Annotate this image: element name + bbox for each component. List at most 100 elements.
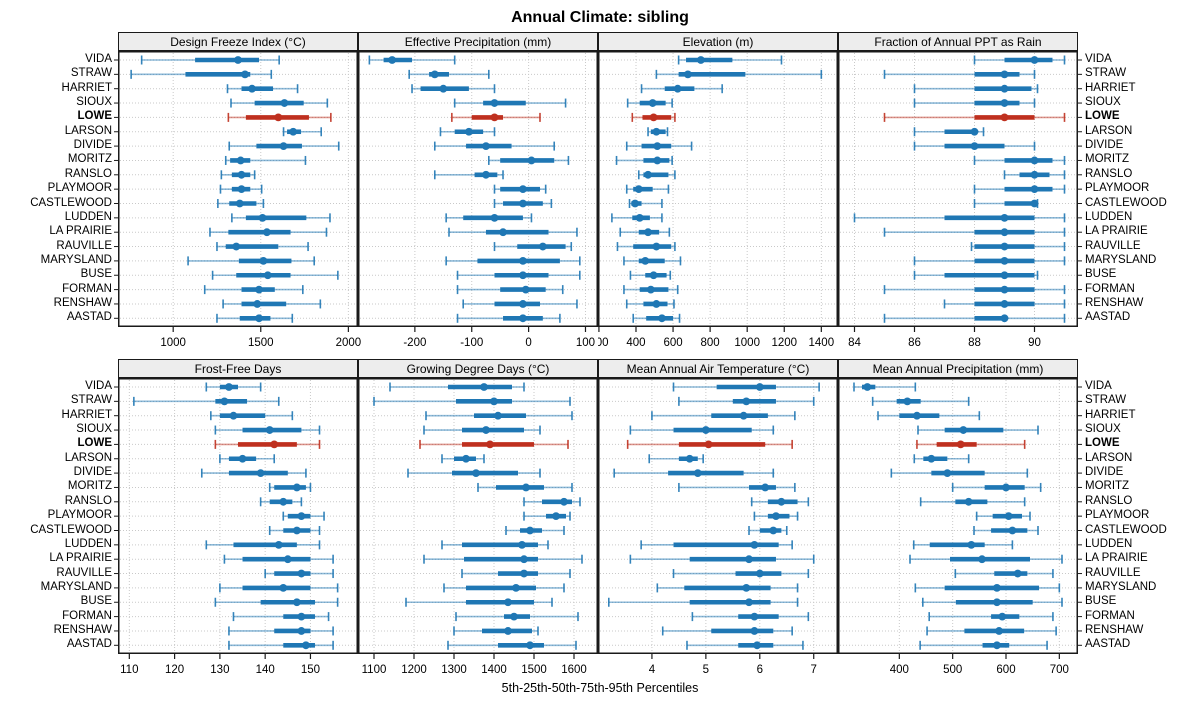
tick-label: 1200 (771, 337, 797, 349)
station-label-buse-right: BUSE (1085, 595, 1117, 608)
lattice-row-top: VIDA STRAW HARRIET SIOUX LOWE LARSON DIVIDE MOR… (0, 32, 1200, 353)
tick-label: 200 (598, 337, 609, 349)
plot-mean-annual-air-temperature-c: 4 5 6 7 (598, 378, 838, 676)
panel-frost-free-days: Frost-Free Days 110 120 130 140 150 (114, 359, 358, 680)
station-label-larson-right: LARSON (1085, 124, 1133, 137)
station-label-marysland-left: MARYSLAND (40, 580, 112, 593)
strip-elevation-m: Elevation (m) (598, 32, 838, 51)
station-label-la-prairie-left: LA PRAIRIE (49, 552, 112, 565)
tick-label: 1200 (401, 664, 427, 676)
tick-label: 4 (649, 664, 656, 676)
station-label-rauville-left: RAUVILLE (56, 566, 112, 579)
tick-label: 86 (908, 337, 921, 349)
station-label-castlewood-left: CASTLEWOOD (30, 196, 112, 209)
panel-elevation-m: Elevation (m) 200 400 600 800 1000 1200 1400 (598, 32, 838, 353)
plot-elevation-m: 200 400 600 800 1000 1200 1400 (598, 51, 838, 349)
station-label-vida-left: VIDA (85, 380, 112, 392)
tick-label: 110 (120, 664, 138, 676)
station-label-larson-right: LARSON (1085, 451, 1133, 464)
station-label-vida-right: VIDA (1085, 380, 1112, 392)
station-label-renshaw-right: RENSHAW (1085, 296, 1144, 309)
panel-growing-degree-days-c: Growing Degree Days (°C) 1100 1200 1300 1400… (358, 359, 598, 680)
station-label-aastad-right: AASTAD (1085, 311, 1131, 324)
station-label-divide-left: DIVIDE (73, 139, 112, 152)
station-label-aastad-left: AASTAD (66, 311, 112, 324)
station-labels-right: VIDA STRAW HARRIET SIOUX LOWE LARSON DIVIDE MOR… (1078, 359, 1190, 659)
station-label-harriet-left: HARRIET (61, 408, 112, 421)
tick-label: 7 (811, 664, 817, 676)
strip-effective-precipitation-mm: Effective Precipitation (mm) (358, 32, 598, 51)
station-label-straw-right: STRAW (1085, 67, 1127, 80)
station-label-forman-right: FORMAN (1085, 609, 1135, 622)
tick-label: 0 (525, 337, 531, 349)
tick-label: 1300 (441, 664, 467, 676)
station-label-rauville-right: RAUVILLE (1085, 239, 1141, 252)
tick-label: 1500 (248, 337, 274, 349)
station-label-moritz-right: MORITZ (1085, 480, 1130, 493)
station-label-sioux-right: SIOUX (1085, 96, 1121, 109)
footer-label: 5th-25th-50th-75th-95th Percentiles (501, 681, 699, 695)
station-label-castlewood-left: CASTLEWOOD (30, 523, 112, 536)
station-label-forman-left: FORMAN (62, 609, 112, 622)
station-label-straw-left: STRAW (70, 67, 112, 80)
station-label-marysland-right: MARYSLAND (1085, 580, 1157, 593)
tick-label: 1400 (809, 337, 835, 349)
tick-label: 5 (703, 664, 709, 676)
tick-label: 700 (1050, 664, 1069, 676)
station-label-playmoor-left: PLAYMOOR (47, 509, 112, 522)
tick-label: 2000 (336, 337, 362, 349)
tick-label: 90 (1028, 337, 1041, 349)
station-label-ranslo-left: RANSLO (64, 167, 112, 180)
station-label-straw-right: STRAW (1085, 394, 1127, 407)
station-label-playmoor-right: PLAYMOOR (1085, 182, 1150, 195)
station-label-renshaw-left: RENSHAW (53, 623, 112, 636)
station-label-harriet-left: HARRIET (61, 81, 112, 94)
station-label-lowe-right: LOWE (1085, 110, 1120, 123)
station-label-vida-left: VIDA (85, 53, 112, 65)
tick-label: 1600 (561, 664, 587, 676)
tick-label: 84 (848, 337, 861, 349)
station-label-castlewood-right: CASTLEWOOD (1085, 196, 1167, 209)
station-labels-left: VIDA STRAW HARRIET SIOUX LOWE LARSON DIVIDE MOR… (0, 32, 118, 332)
tick-label: 500 (943, 664, 962, 676)
station-label-divide-left: DIVIDE (73, 466, 112, 479)
tick-label: 120 (165, 664, 184, 676)
station-label-la-prairie-right: LA PRAIRIE (1085, 552, 1148, 565)
station-label-sioux-left: SIOUX (76, 96, 112, 109)
station-label-buse-left: BUSE (80, 268, 112, 281)
station-label-ludden-left: LUDDEN (64, 537, 112, 550)
plot-frost-free-days: 110 120 130 140 150 (114, 378, 358, 676)
station-label-renshaw-right: RENSHAW (1085, 623, 1144, 636)
station-label-buse-left: BUSE (80, 595, 112, 608)
tick-label: -100 (460, 337, 483, 349)
plot-fraction-of-annual-ppt-as-rain: 84 86 88 90 (838, 51, 1082, 349)
station-label-rauville-left: RAUVILLE (56, 239, 112, 252)
strip-growing-degree-days-c: Growing Degree Days (°C) (358, 359, 598, 378)
station-label-aastad-right: AASTAD (1085, 638, 1131, 651)
station-label-la-prairie-right: LA PRAIRIE (1085, 225, 1148, 238)
station-label-larson-left: LARSON (64, 451, 112, 464)
station-label-harriet-right: HARRIET (1085, 81, 1136, 94)
station-label-divide-right: DIVIDE (1085, 139, 1124, 152)
station-label-rauville-right: RAUVILLE (1085, 566, 1141, 579)
station-label-castlewood-right: CASTLEWOOD (1085, 523, 1167, 536)
tick-label: 400 (626, 337, 645, 349)
station-label-harriet-right: HARRIET (1085, 408, 1136, 421)
station-label-playmoor-left: PLAYMOOR (47, 182, 112, 195)
station-label-ranslo-left: RANSLO (64, 494, 112, 507)
station-labels-right: VIDA STRAW HARRIET SIOUX LOWE LARSON DIVIDE MOR… (1078, 32, 1190, 332)
station-label-divide-right: DIVIDE (1085, 466, 1124, 479)
panel-effective-precipitation-mm: Effective Precipitation (mm) -200 -100 0 100 (358, 32, 598, 353)
strip-mean-annual-air-temperature-c: Mean Annual Air Temperature (°C) (598, 359, 838, 378)
station-label-marysland-left: MARYSLAND (40, 253, 112, 266)
chart-title: Annual Climate: sibling (511, 9, 689, 26)
station-label-moritz-left: MORITZ (67, 153, 112, 166)
station-label-ludden-left: LUDDEN (64, 210, 112, 223)
tick-label: 800 (701, 337, 720, 349)
station-label-marysland-right: MARYSLAND (1085, 253, 1157, 266)
station-label-ranslo-right: RANSLO (1085, 494, 1133, 507)
station-label-buse-right: BUSE (1085, 268, 1117, 281)
tick-label: 150 (301, 664, 320, 676)
station-label-moritz-right: MORITZ (1085, 153, 1130, 166)
